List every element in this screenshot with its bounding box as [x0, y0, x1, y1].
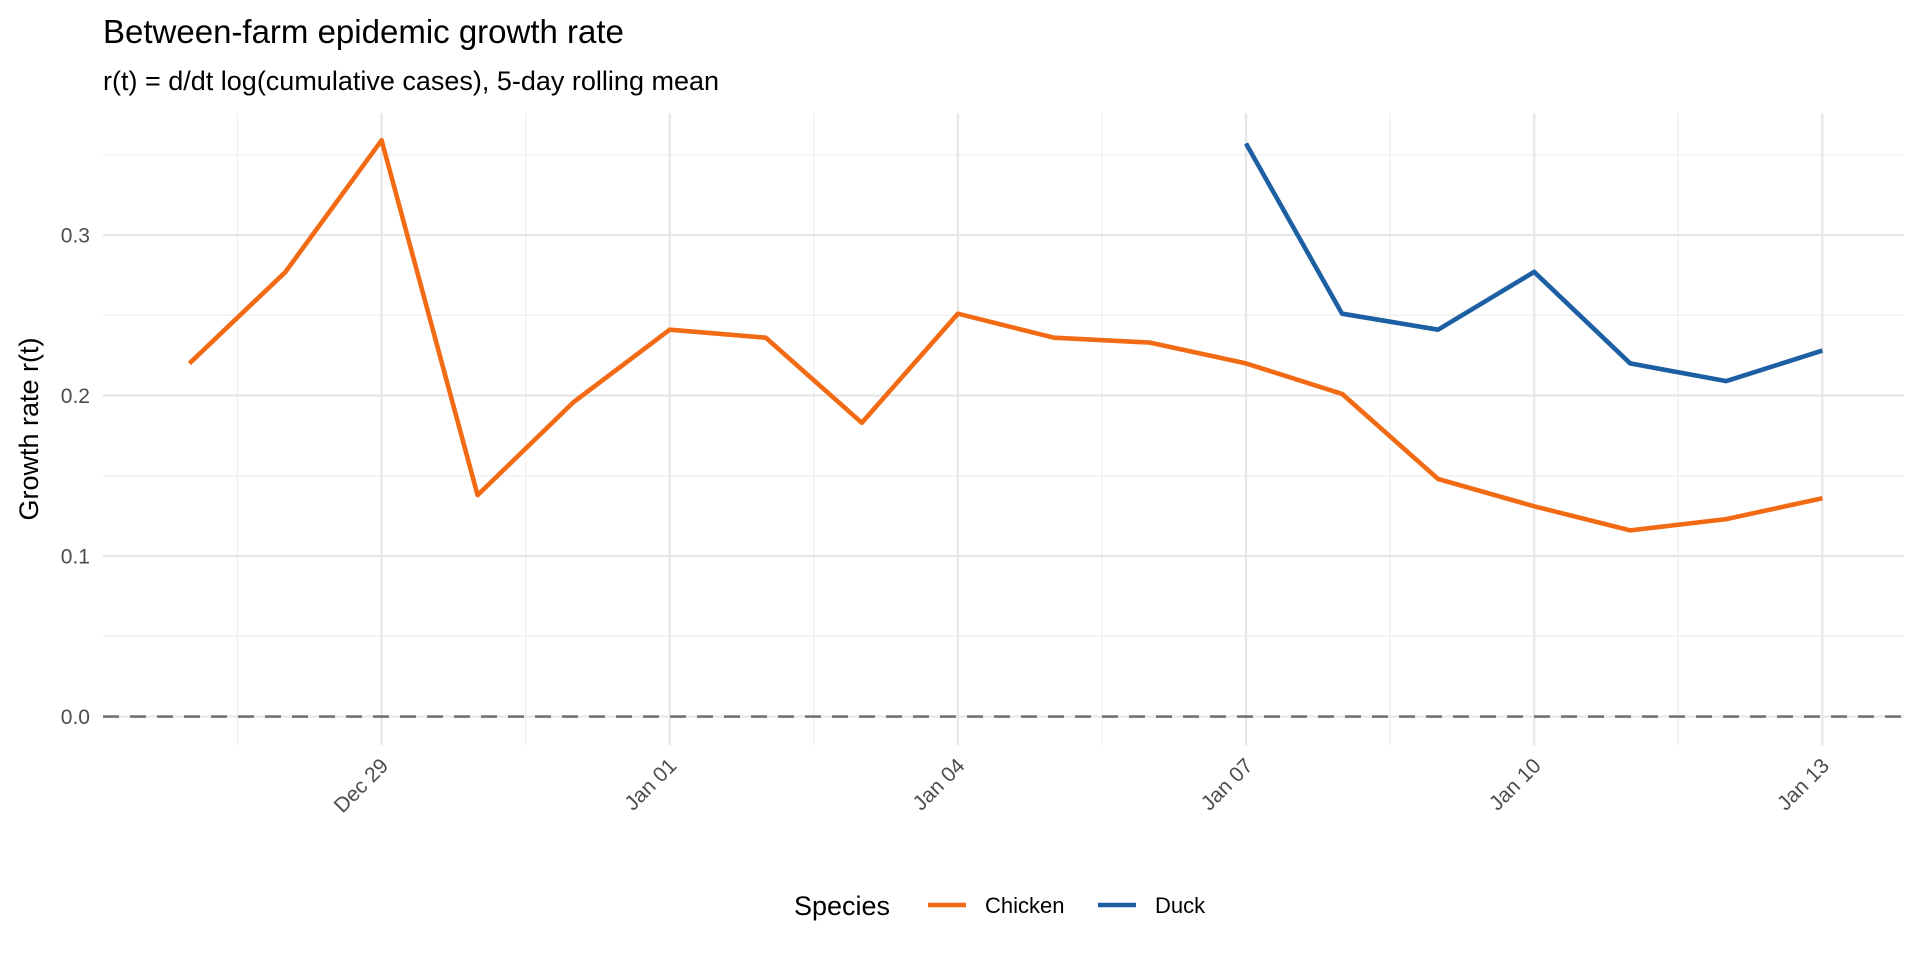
y-axis-title: Growth rate r(t) [14, 337, 44, 520]
y-tick-label: 0.1 [61, 546, 90, 569]
legend-label-duck: Duck [1155, 893, 1206, 918]
minor-gridlines-horizontal [103, 154, 1904, 637]
x-tick-label: Dec 29 [330, 754, 393, 817]
series-duck [1243, 142, 1824, 384]
plot-panel [103, 113, 1904, 745]
major-gridlines-vertical [380, 113, 1824, 745]
y-tick-label: 0.2 [61, 385, 90, 408]
y-tick-label: 0.3 [61, 225, 90, 248]
minor-gridlines-vertical [236, 113, 1679, 745]
legend-label-chicken: Chicken [985, 893, 1064, 918]
x-tick-label: Jan 01 [620, 754, 681, 815]
legend: Species Chicken Duck [794, 891, 1206, 921]
series-chicken [187, 138, 1823, 533]
series-line-chicken [187, 138, 1823, 533]
x-tick-label: Jan 10 [1485, 754, 1546, 815]
x-tick-label: Jan 13 [1773, 754, 1834, 815]
x-tick-label: Jan 04 [909, 754, 970, 815]
x-axis-tick-labels: Dec 29 Jan 01 Jan 04 Jan 07 Jan 10 Jan 13 [330, 754, 1834, 818]
series-layer [187, 138, 1824, 533]
legend-item-chicken: Chicken [928, 893, 1064, 918]
legend-item-duck: Duck [1098, 893, 1206, 918]
series-line-duck [1243, 142, 1824, 384]
x-tick-label: Jan 07 [1197, 754, 1258, 815]
chart-title: Between-farm epidemic growth rate [103, 13, 624, 50]
legend-title: Species [794, 891, 890, 921]
y-tick-label: 0.0 [61, 706, 90, 729]
y-axis-tick-labels: 0.0 0.1 0.2 0.3 [61, 225, 90, 730]
chart-subtitle: r(t) = d/dt log(cumulative cases), 5-day… [103, 66, 719, 96]
